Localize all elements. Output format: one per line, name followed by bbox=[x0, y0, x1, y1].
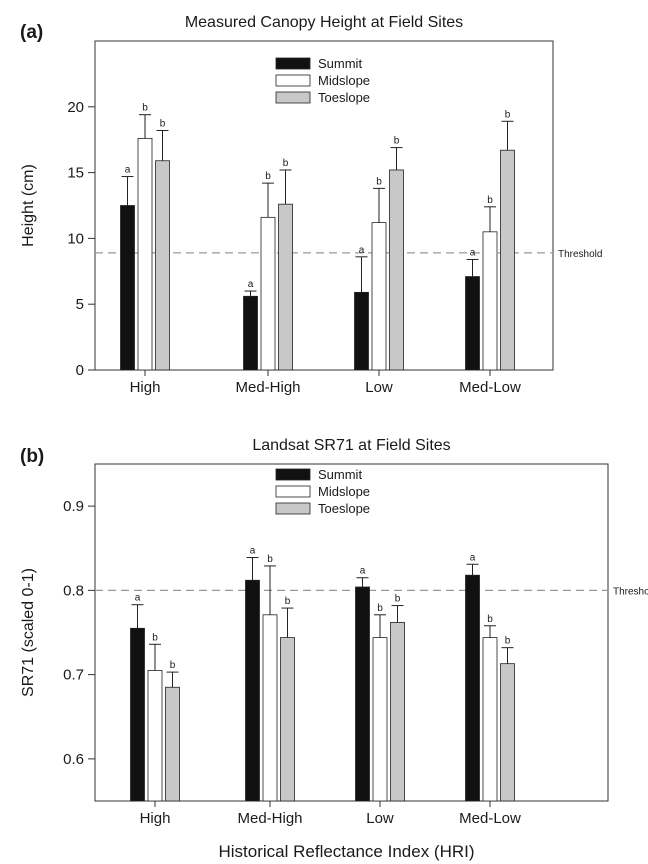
significance-letter: a bbox=[248, 279, 254, 290]
threshold-label: Threshold bbox=[558, 249, 602, 260]
legend-swatch-summit bbox=[275, 468, 311, 481]
bar-toeslope bbox=[155, 160, 170, 371]
bar-summit bbox=[120, 205, 135, 371]
x-tick-label: Low bbox=[365, 379, 393, 396]
legend-swatch-toeslope bbox=[275, 502, 311, 515]
bar-toeslope bbox=[389, 169, 404, 371]
significance-letter: b bbox=[487, 195, 493, 206]
y-tick-label: 15 bbox=[67, 165, 84, 182]
significance-letter: b bbox=[487, 614, 493, 625]
significance-letter: a bbox=[125, 165, 131, 176]
y-tick-label: 0.9 bbox=[63, 498, 84, 515]
legend-swatch-midslope bbox=[275, 74, 311, 87]
bar-summit bbox=[243, 295, 258, 371]
y-tick-label: 20 bbox=[67, 99, 84, 116]
bar-midslope bbox=[262, 614, 278, 802]
significance-letter: b bbox=[265, 171, 271, 182]
y-axis-title: Height (cm) bbox=[20, 164, 37, 247]
bar-midslope bbox=[147, 670, 163, 802]
bar-toeslope bbox=[500, 663, 515, 802]
significance-letter: b bbox=[160, 118, 166, 129]
y-tick-label: 0.7 bbox=[63, 667, 84, 684]
y-axis-title: SR71 (scaled 0-1) bbox=[20, 568, 37, 697]
significance-letter: b bbox=[283, 158, 289, 169]
legend-label: Toeslope bbox=[318, 501, 370, 516]
bar-toeslope bbox=[278, 203, 293, 371]
significance-letter: b bbox=[170, 660, 176, 671]
x-tick-label: Low bbox=[366, 810, 394, 827]
significance-letter: b bbox=[505, 109, 511, 120]
chart-title: Measured Canopy Height at Field Sites bbox=[185, 14, 463, 31]
bar-midslope bbox=[482, 637, 498, 802]
significance-letter: b bbox=[142, 103, 148, 114]
x-tick-label: Med-Low bbox=[459, 379, 521, 396]
bar-toeslope bbox=[390, 621, 405, 802]
significance-letter: a bbox=[250, 546, 256, 557]
bar-midslope bbox=[372, 637, 388, 802]
significance-letter: a bbox=[470, 247, 476, 258]
bar-summit bbox=[245, 579, 260, 802]
panel-b: (b) Landsat SR71 at Field Sites 0.6 0.7 0.8 0… bbox=[20, 437, 648, 861]
legend-label: Midslope bbox=[318, 484, 370, 499]
bar-summit bbox=[465, 574, 480, 802]
x-tick-label: Med-High bbox=[237, 810, 302, 827]
x-tick-label: High bbox=[130, 379, 161, 396]
bar-midslope bbox=[371, 222, 387, 371]
legend-swatch-toeslope bbox=[275, 91, 311, 104]
chart-title: Landsat SR71 at Field Sites bbox=[252, 437, 450, 454]
significance-letter: b bbox=[285, 596, 291, 607]
bar-midslope bbox=[137, 137, 153, 371]
panel-label: (a) bbox=[20, 22, 43, 43]
significance-letter: a bbox=[360, 566, 366, 577]
y-tick-label: 0.8 bbox=[63, 582, 84, 599]
legend-label: Summit bbox=[318, 467, 362, 482]
significance-letter: b bbox=[377, 603, 383, 614]
significance-letter: b bbox=[394, 136, 400, 147]
y-tick-label: 0 bbox=[76, 362, 84, 379]
bar-summit bbox=[465, 276, 480, 371]
bar-midslope bbox=[260, 216, 276, 371]
x-tick-label: High bbox=[140, 810, 171, 827]
bar-toeslope bbox=[500, 149, 515, 371]
bar-summit bbox=[354, 291, 369, 371]
significance-letter: a bbox=[359, 245, 365, 256]
significance-letter: b bbox=[505, 636, 511, 647]
significance-letter: b bbox=[267, 554, 273, 565]
bar-toeslope bbox=[165, 686, 180, 802]
x-axis-title: Historical Reflectance Index (HRI) bbox=[218, 842, 474, 861]
plot-frame bbox=[94, 40, 554, 371]
significance-letter: a bbox=[135, 593, 141, 604]
significance-letter: b bbox=[395, 594, 401, 605]
legend-label: Summit bbox=[318, 56, 362, 71]
bar-summit bbox=[355, 586, 370, 802]
bar-summit bbox=[130, 627, 145, 802]
bar-toeslope bbox=[280, 637, 295, 802]
significance-letter: b bbox=[152, 632, 158, 643]
y-tick-label: 0.6 bbox=[63, 751, 84, 768]
legend-swatch-midslope bbox=[275, 485, 311, 498]
y-tick-label: 10 bbox=[67, 230, 84, 247]
legend-label: Toeslope bbox=[318, 90, 370, 105]
x-tick-label: Med-High bbox=[235, 379, 300, 396]
legend-swatch-summit bbox=[275, 57, 311, 70]
significance-letter: b bbox=[376, 176, 382, 187]
threshold-label: Threshold bbox=[613, 586, 648, 597]
y-tick-label: 5 bbox=[76, 296, 84, 313]
x-tick-label: Med-Low bbox=[459, 810, 521, 827]
plot-frame bbox=[94, 463, 609, 802]
significance-letter: a bbox=[470, 552, 476, 563]
legend-label: Midslope bbox=[318, 73, 370, 88]
panel-a: (a) Measured Canopy Height at Field Sites… bbox=[20, 14, 602, 396]
panel-label: (b) bbox=[20, 446, 44, 467]
bar-midslope bbox=[482, 231, 498, 371]
